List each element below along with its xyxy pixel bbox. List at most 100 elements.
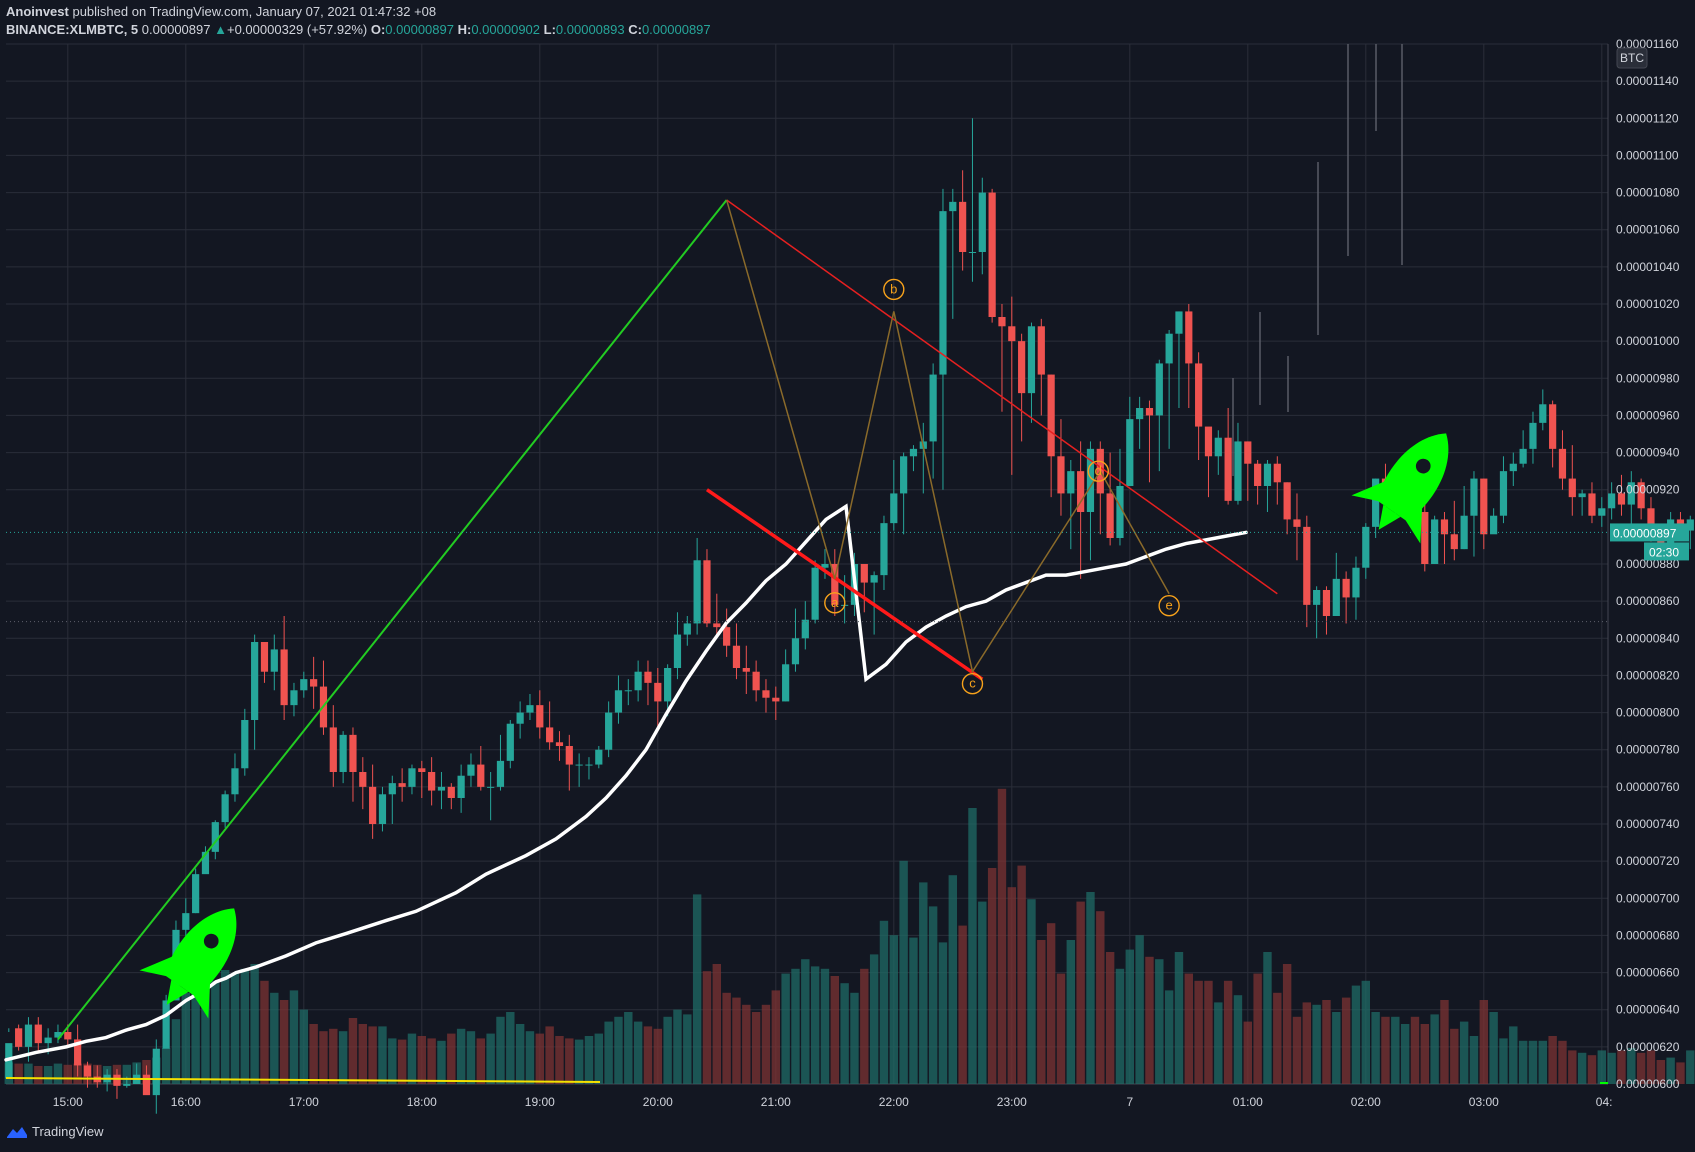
volume-bar <box>496 1016 505 1084</box>
candle-body <box>1686 519 1694 531</box>
candle-body <box>201 851 210 875</box>
candle <box>988 188 996 323</box>
candle <box>1067 460 1075 550</box>
close-value: 0.00000897 <box>641 22 711 37</box>
candle-body <box>516 712 524 724</box>
price-tick-label: 0.00001060 <box>1616 223 1680 237</box>
candle-body <box>142 1074 151 1096</box>
candle-body <box>1086 448 1095 512</box>
candle <box>998 304 1006 412</box>
candle-body <box>1214 437 1222 457</box>
candle-body <box>526 705 534 713</box>
last-price: 0.00000897 <box>141 22 211 37</box>
candle <box>359 757 367 810</box>
volume-bar <box>987 868 997 1084</box>
candle-body <box>447 786 455 798</box>
candle <box>1519 430 1527 468</box>
candle <box>192 868 200 914</box>
price-tick-label: 0.00000600 <box>1616 1077 1680 1091</box>
candle <box>1273 456 1281 505</box>
candle <box>536 690 544 739</box>
volume-bar <box>1440 1000 1449 1084</box>
candle <box>477 746 485 791</box>
volume-bar <box>1371 1012 1380 1084</box>
low-label: L: <box>543 22 556 37</box>
tradingview-brand[interactable]: TradingView <box>32 1124 104 1139</box>
volume-bar <box>1273 992 1282 1084</box>
volume-bar <box>1253 973 1262 1084</box>
volume-bar <box>879 920 889 1084</box>
candle-body <box>1598 508 1606 516</box>
volume-bar <box>1105 952 1115 1084</box>
volume-bar <box>1548 1036 1557 1084</box>
volume-bar <box>1164 990 1174 1084</box>
pattern-point-label: a <box>831 595 839 610</box>
candle-body <box>1263 463 1272 486</box>
candle <box>408 764 416 795</box>
volume-bar <box>653 1028 662 1084</box>
candle <box>496 734 505 791</box>
volume-bar <box>1184 973 1193 1084</box>
candle-body <box>467 764 475 776</box>
candle-body <box>1627 482 1635 505</box>
candle <box>624 679 632 706</box>
candle-body <box>1480 478 1488 535</box>
candle <box>565 734 573 791</box>
volume-bar <box>633 1021 643 1084</box>
candle-body <box>644 671 652 683</box>
candle-body <box>1018 341 1026 394</box>
moving-average-line <box>4 503 1248 1062</box>
price-tick-label: 0.00000940 <box>1616 446 1680 460</box>
volume-bar <box>978 901 987 1084</box>
volume-bar <box>545 1026 554 1084</box>
volume-bar <box>840 983 849 1084</box>
candle-body <box>575 764 583 766</box>
candle-body <box>831 564 839 605</box>
candle-body <box>1185 311 1193 364</box>
candle <box>280 616 288 720</box>
candle <box>516 701 524 739</box>
candle <box>939 188 947 490</box>
candle-body <box>1145 408 1154 416</box>
volume-bar <box>732 997 741 1084</box>
volume-bar <box>1361 980 1370 1084</box>
volume-bar <box>1636 1052 1646 1084</box>
candle <box>1224 408 1232 505</box>
candle <box>1549 400 1557 468</box>
candle-body <box>654 682 662 702</box>
candle <box>1175 311 1183 408</box>
candle-body <box>270 649 278 672</box>
symbol-info: BINANCE:XLMBTC, 5 0.00000897 ▲+0.0000032… <box>6 22 711 37</box>
volume-bar <box>968 808 977 1084</box>
volume-bar <box>1292 1016 1302 1084</box>
candle-body <box>1116 486 1124 538</box>
publisher-name[interactable]: Anoinvest <box>6 4 69 19</box>
price-tick-label: 0.00001000 <box>1616 334 1680 348</box>
candle <box>251 634 259 750</box>
volume-bar <box>958 925 967 1084</box>
candle-body <box>123 1084 131 1086</box>
volume-bar <box>456 1028 466 1084</box>
candle-body <box>909 448 918 457</box>
candle <box>339 731 347 784</box>
candle-body <box>211 822 219 852</box>
rocket-flame <box>166 979 189 1005</box>
candle <box>949 188 957 319</box>
volume-bar <box>781 973 790 1084</box>
candle <box>54 1024 62 1044</box>
candle-body <box>1362 526 1370 568</box>
volume-bar <box>1617 1050 1626 1084</box>
candle <box>231 753 239 802</box>
symbol-label[interactable]: BINANCE:XLMBTC, 5 <box>6 22 139 37</box>
time-tick-label: 23:00 <box>997 1095 1027 1109</box>
candle-body <box>1008 326 1016 342</box>
volume-bar <box>683 1014 692 1084</box>
candle <box>752 660 760 702</box>
candle <box>1313 586 1321 639</box>
rocket-body <box>164 908 237 997</box>
volume-bar <box>1027 899 1036 1084</box>
candle <box>5 1028 13 1079</box>
candle <box>152 1039 160 1114</box>
last-price-tag-label: 0.00000897 <box>1613 526 1677 540</box>
